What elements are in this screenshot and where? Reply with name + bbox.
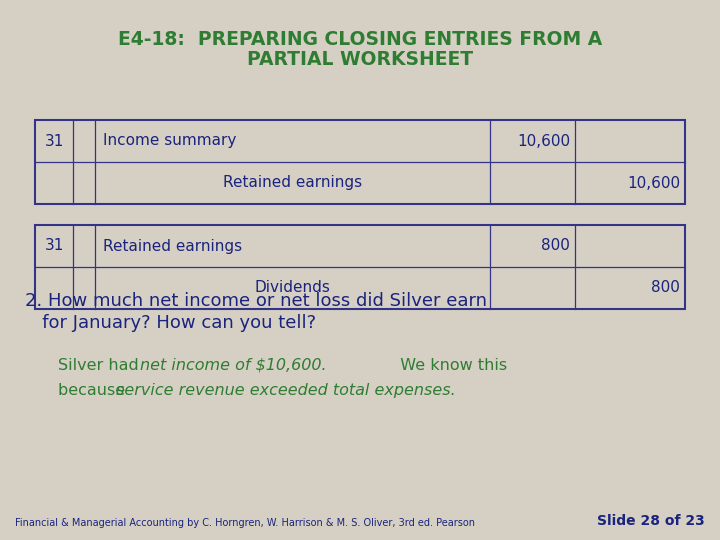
Text: 31: 31: [45, 133, 63, 148]
Text: 800: 800: [651, 280, 680, 295]
Text: 10,600: 10,600: [517, 133, 570, 148]
Text: Silver had: Silver had: [58, 358, 144, 373]
Text: Retained earnings: Retained earnings: [103, 239, 242, 253]
Text: Slide 28 of 23: Slide 28 of 23: [598, 514, 705, 528]
Text: because: because: [58, 383, 130, 398]
Bar: [35, 225, 685, 309]
Text: 31: 31: [45, 239, 63, 253]
Bar: [35, 120, 685, 204]
Text: We know this: We know this: [390, 358, 507, 373]
Text: service revenue exceeded total expenses.: service revenue exceeded total expenses.: [116, 383, 456, 398]
Text: PARTIAL WORKSHEET: PARTIAL WORKSHEET: [247, 50, 473, 69]
Text: Income summary: Income summary: [103, 133, 236, 148]
Text: 10,600: 10,600: [627, 176, 680, 191]
Text: Financial & Managerial Accounting by C. Horngren, W. Harrison & M. S. Oliver, 3r: Financial & Managerial Accounting by C. …: [15, 518, 475, 528]
Text: 800: 800: [541, 239, 570, 253]
Text: Retained earnings: Retained earnings: [223, 176, 362, 191]
Text: net income of $10,600.: net income of $10,600.: [140, 358, 327, 373]
Text: E4-18:  PREPARING CLOSING ENTRIES FROM A: E4-18: PREPARING CLOSING ENTRIES FROM A: [118, 30, 602, 49]
Text: 2. How much net income or net loss did Silver earn: 2. How much net income or net loss did S…: [25, 292, 487, 310]
Text: for January? How can you tell?: for January? How can you tell?: [25, 314, 316, 332]
Text: Dividends: Dividends: [255, 280, 330, 295]
